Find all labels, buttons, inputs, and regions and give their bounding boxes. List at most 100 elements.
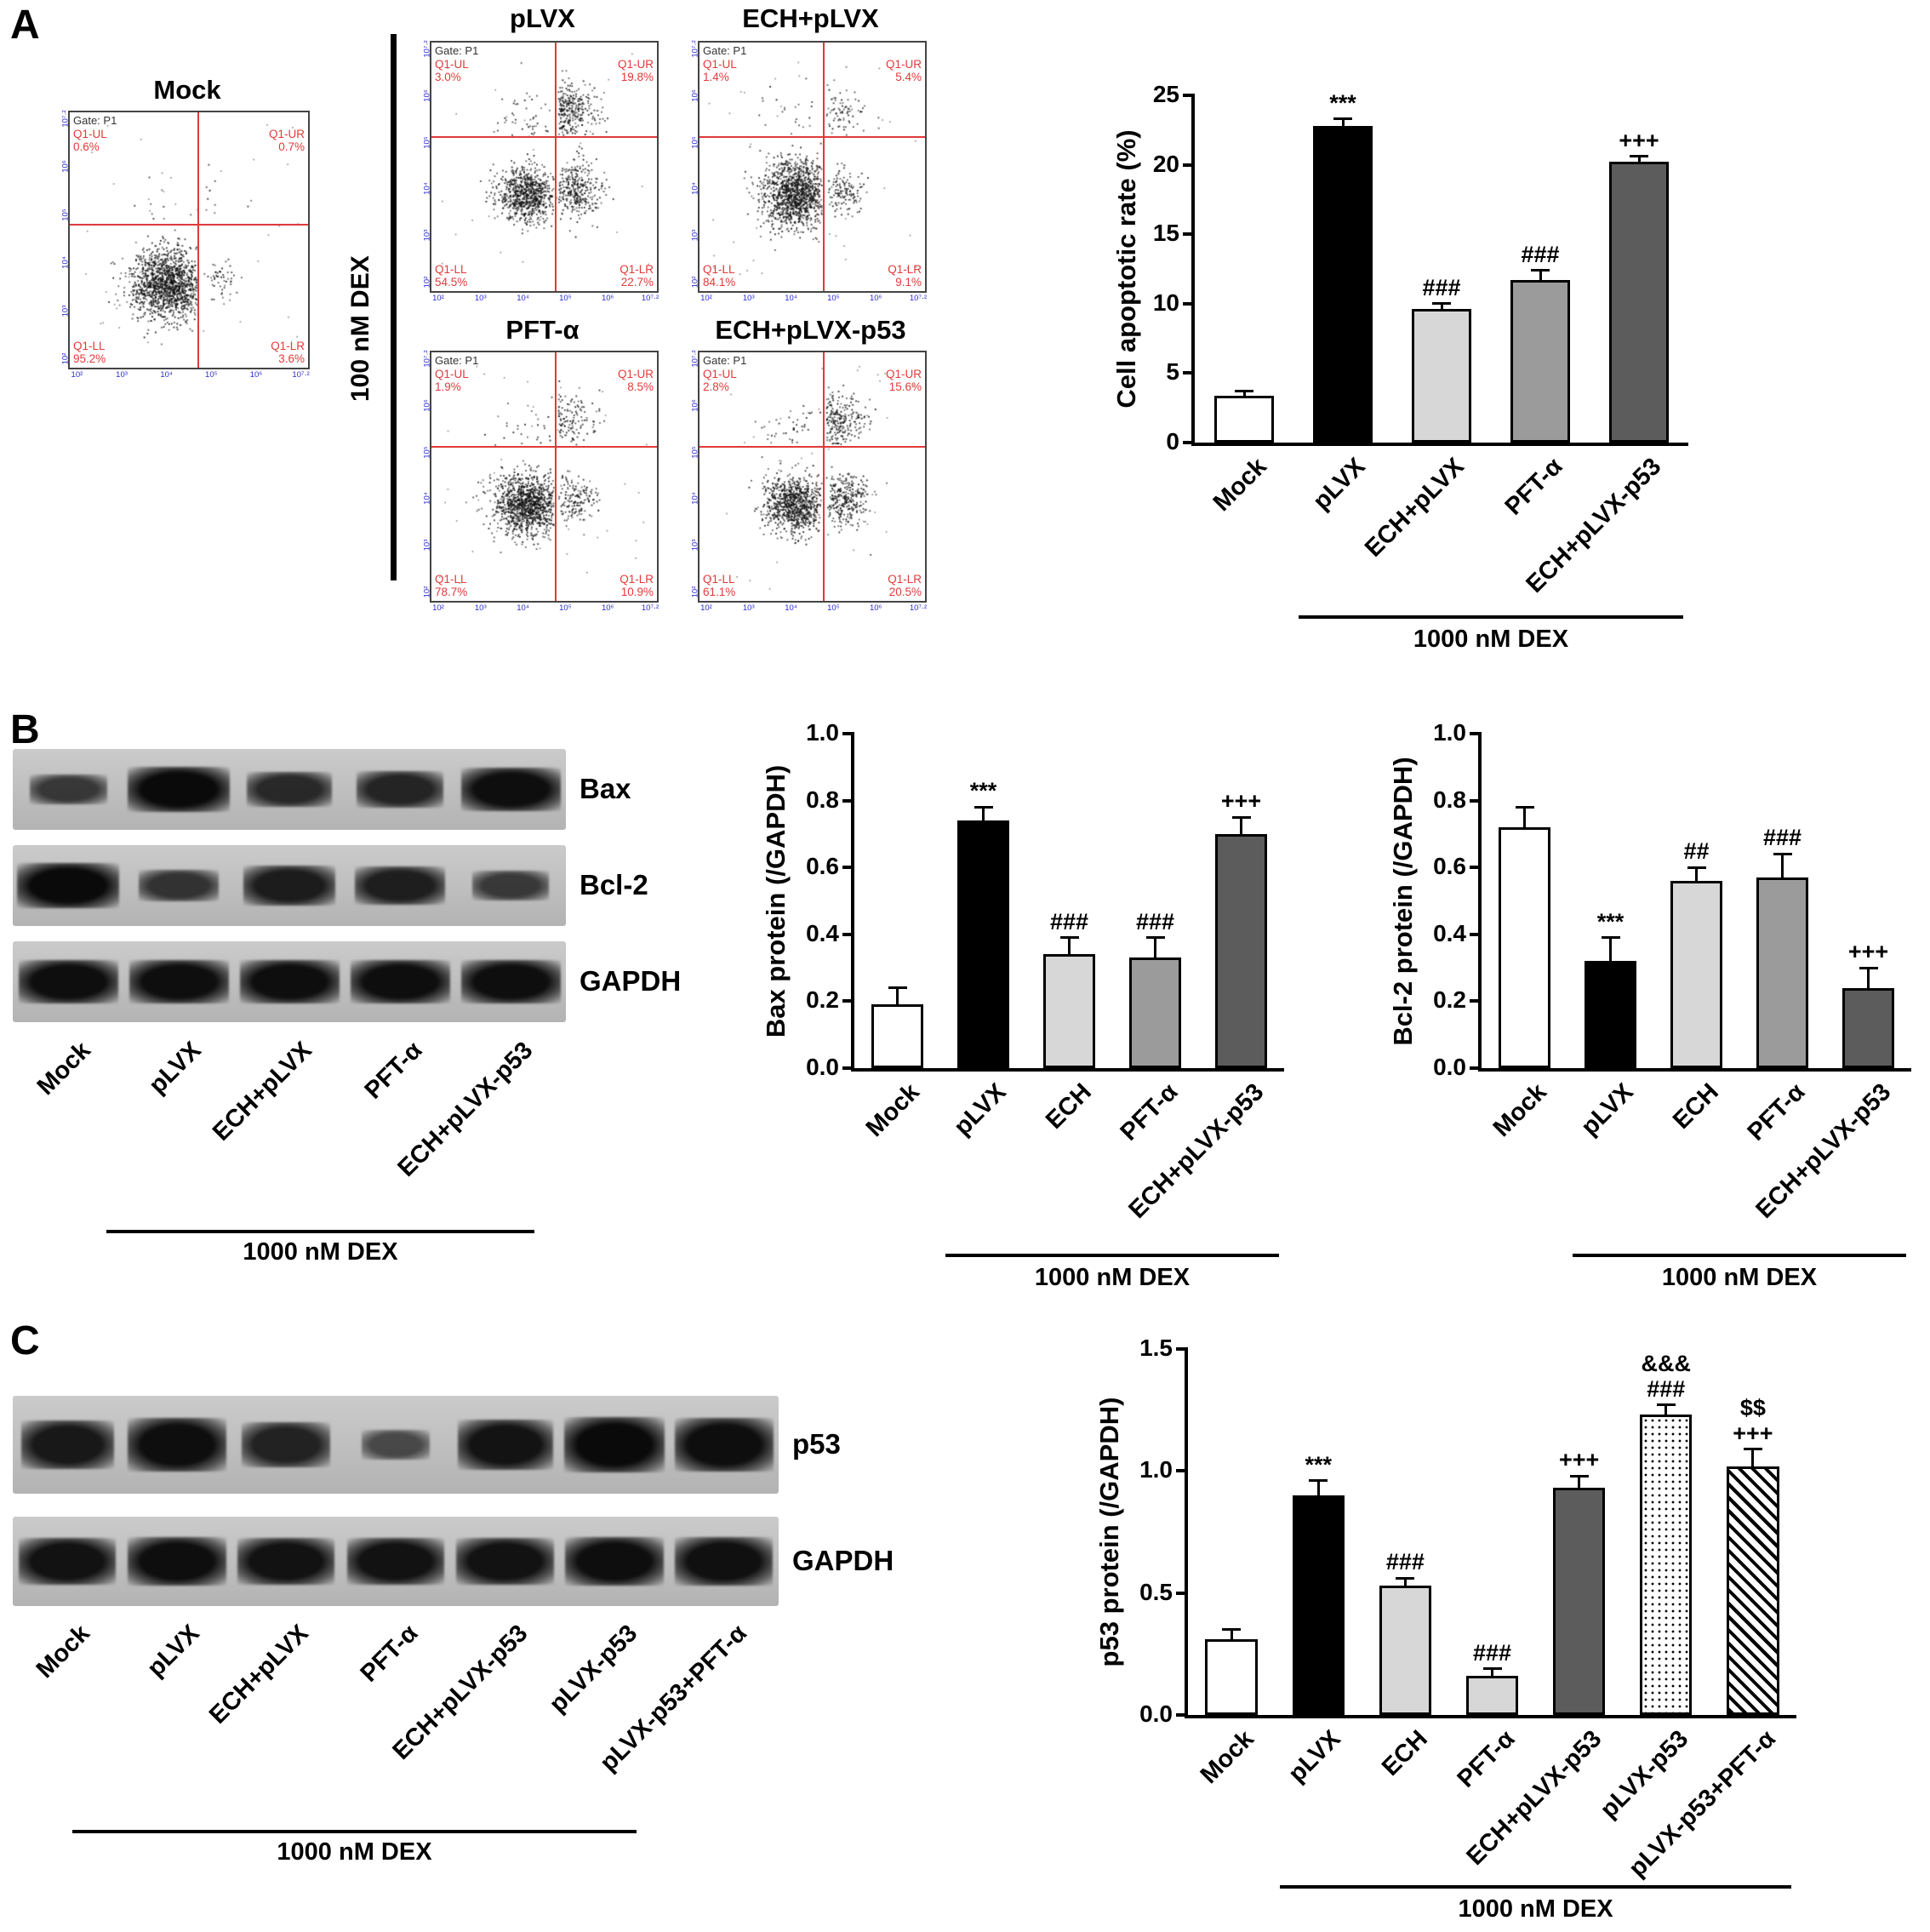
scatter-canvas-plvx bbox=[431, 43, 657, 291]
error-bar bbox=[1440, 303, 1443, 310]
y-axis-tick: 10⁶ bbox=[690, 89, 700, 102]
y-tick-mark bbox=[1470, 1066, 1482, 1070]
error-bar bbox=[1867, 968, 1870, 988]
y-tick-label: 0.4 bbox=[1433, 919, 1466, 946]
quadrant-line-vertical bbox=[822, 43, 825, 291]
significance-annotation: ### bbox=[1762, 825, 1802, 851]
error-bar-cap bbox=[1059, 936, 1079, 940]
blot-band bbox=[128, 1536, 226, 1586]
flow-plot-ech-plvx-p53: Gate: P1 Q1-UL 2.8% Q1-UR 15.6% Q1-LL 61.1% Q1-… bbox=[691, 350, 928, 613]
gate-label: Gate: P1 bbox=[435, 354, 479, 367]
quadrant-percentage: 1.9% bbox=[435, 380, 461, 393]
bar-ech bbox=[1379, 1586, 1431, 1715]
bar-ech-plvx-p53 bbox=[1215, 833, 1267, 1068]
blot-strip-p53 bbox=[13, 1396, 779, 1494]
y-axis-tick: 10⁷·² bbox=[60, 110, 71, 128]
blot-band bbox=[128, 766, 230, 813]
blot-band bbox=[675, 1537, 774, 1586]
flow-plot-mock: Gate: P1 Q1-UL 0.6% Q1-UR 0.7% Q1-LL 95.2% Q1-L… bbox=[61, 110, 310, 380]
y-tick-label: 0.0 bbox=[1433, 1054, 1466, 1080]
chart-bcl2: Bcl-2 protein (/GAPDH) 0.0 0.2 0.4 0.6 0.8 1.0… bbox=[1388, 719, 1911, 1291]
bar-plvx-p53 bbox=[1640, 1415, 1693, 1715]
bar-pft bbox=[1510, 280, 1570, 443]
y-axis-tick: 10⁴ bbox=[422, 182, 432, 196]
blot-band bbox=[347, 1537, 444, 1586]
gate-label: Gate: P1 bbox=[73, 114, 117, 127]
x-category-label: ECH+pLVX bbox=[1359, 453, 1470, 563]
quadrant-percentage: 15.6% bbox=[888, 380, 922, 393]
blot-band bbox=[18, 959, 118, 1004]
quadrant-name: Q1-UR bbox=[885, 58, 922, 71]
x-category-label: ECH bbox=[1041, 1078, 1098, 1135]
quadrant-percentage: 19.8% bbox=[620, 71, 654, 83]
x-category-label: PFT-α bbox=[1115, 1078, 1184, 1146]
x-axis-tick: 10² bbox=[432, 294, 444, 303]
x-axis-tick: 10⁵ bbox=[827, 294, 840, 303]
error-bar-cap bbox=[1569, 1474, 1589, 1478]
blot-band bbox=[20, 1420, 114, 1470]
quadrant-name: Q1-UL bbox=[435, 368, 469, 380]
error-bar-cap bbox=[1482, 1667, 1502, 1671]
error-bar bbox=[1068, 937, 1071, 955]
bar-mock bbox=[1214, 395, 1274, 443]
error-bar bbox=[982, 807, 985, 821]
error-bar-cap bbox=[1396, 1576, 1415, 1580]
quadrant-name: Q1-UL bbox=[703, 58, 737, 71]
bar-plvx bbox=[1585, 961, 1636, 1068]
x-axis-tick: 10⁵ bbox=[205, 370, 218, 380]
quadrant-label-lr: Q1-LR 20.5% bbox=[888, 573, 922, 598]
bar-ech-plvx-p53 bbox=[1553, 1488, 1606, 1715]
error-bar-cap bbox=[1515, 805, 1534, 809]
quadrant-line-horizontal bbox=[431, 445, 657, 448]
bar-plvx-p53-pft bbox=[1727, 1466, 1779, 1715]
y-axis-tick: 10⁵ bbox=[422, 445, 432, 459]
chart-apoptotic_rate: Cell apoptotic rate (%) 0 5 10 15 20 25 Mock ***… bbox=[1111, 81, 1688, 653]
quadrant-line-horizontal bbox=[70, 224, 308, 226]
quadrant-name: Q1-UR bbox=[617, 368, 654, 380]
quadrant-name: Q1-LR bbox=[620, 573, 654, 586]
y-tick-mark bbox=[1470, 866, 1482, 870]
y-tick-label: 0.0 bbox=[806, 1054, 839, 1080]
x-axis-tick: 10⁴ bbox=[517, 603, 529, 613]
y-tick-label: 0.2 bbox=[1433, 986, 1466, 1014]
y-tick-mark bbox=[1470, 798, 1482, 803]
x-category-label: Mock bbox=[1488, 1078, 1553, 1143]
y-axis-tick: 10³ bbox=[422, 229, 432, 242]
y-tick-label: 0 bbox=[1166, 428, 1179, 454]
lane-label: PFT-α bbox=[355, 1620, 424, 1688]
bar-mock bbox=[871, 1004, 923, 1068]
scatter-canvas-mock bbox=[70, 112, 308, 368]
chart-p53: p53 protein (/GAPDH) 0.0 0.5 1.0 1.5 Mock *** p… bbox=[1094, 1335, 1796, 1923]
y-axis-tick: 10⁴ bbox=[690, 492, 700, 506]
y-axis-tick: 10² bbox=[422, 586, 432, 598]
y-tick-label: 0.8 bbox=[806, 786, 839, 813]
x-category-label: Mock bbox=[1195, 1725, 1259, 1790]
bar-ech-plvx bbox=[1412, 309, 1471, 443]
x-axis-tick: 10² bbox=[700, 603, 712, 613]
y-tick-mark bbox=[1176, 1713, 1188, 1717]
blot-band bbox=[29, 774, 107, 805]
gate-label: Gate: P1 bbox=[703, 44, 747, 57]
quadrant-label-lr: Q1-LR 3.6% bbox=[271, 340, 305, 365]
x-axis-tick: 10⁶ bbox=[249, 370, 263, 380]
y-axis-label: Bcl-2 protein (/GAPDH) bbox=[1388, 756, 1418, 1046]
quadrant-line-vertical bbox=[822, 352, 825, 601]
error-bar bbox=[1154, 937, 1156, 958]
x-axis-tick: 10⁴ bbox=[517, 294, 529, 303]
panel-a-label: A bbox=[10, 3, 40, 48]
bar-pft bbox=[1756, 877, 1808, 1068]
y-tick-label: 5 bbox=[1166, 358, 1179, 386]
quadrant-name: Q1-LR bbox=[888, 263, 922, 276]
quadrant-percentage: 22.7% bbox=[620, 276, 654, 289]
blot-band bbox=[674, 1418, 774, 1472]
quadrant-name: Q1-UL bbox=[703, 368, 737, 380]
error-bar-cap bbox=[1145, 936, 1165, 940]
y-tick-mark bbox=[842, 732, 854, 735]
x-category-label: ECH bbox=[1668, 1078, 1725, 1135]
bar-plvx bbox=[957, 820, 1009, 1068]
significance-annotation: ### bbox=[1385, 1549, 1425, 1575]
significance-annotation: ### bbox=[1135, 908, 1175, 935]
blot-band bbox=[139, 869, 219, 902]
blot-band bbox=[456, 1537, 554, 1586]
blot-band bbox=[460, 959, 561, 1004]
